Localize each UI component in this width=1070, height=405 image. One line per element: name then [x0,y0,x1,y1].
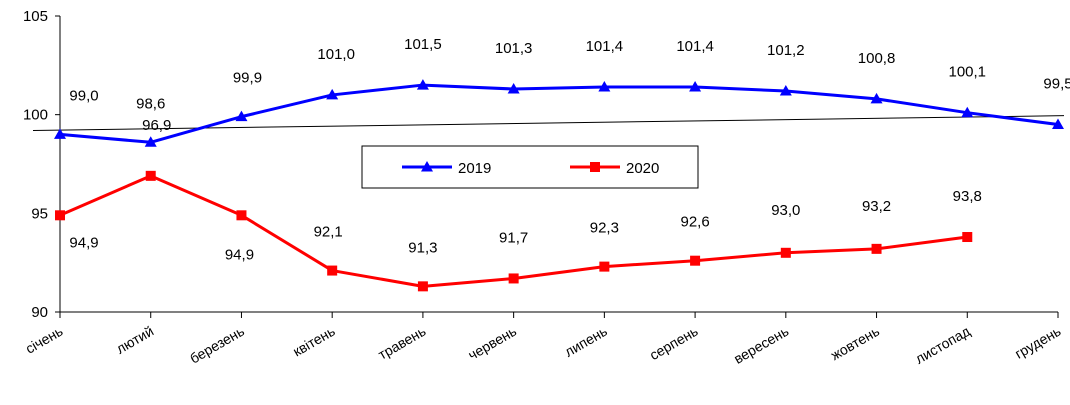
data-label-2019: 101,2 [767,42,805,59]
point-2019 [870,92,883,104]
data-labels-group: 99,0 98,6 99,9 101,0 101,5 101,3 101,4 101,4 101… [69,36,1070,263]
x-tick-label: жовтень [828,323,882,364]
data-label-2020: 92,1 [314,224,343,241]
data-label-2020: 92,3 [590,220,619,237]
point-2019 [779,84,792,96]
data-label-2019: 101,5 [404,36,442,53]
x-tick-label: березень [187,323,247,367]
series-group [54,79,1064,292]
y-tick-label: 90 [31,304,48,321]
data-label-2019: 101,4 [586,38,624,55]
data-label-2019: 99,5 [1043,76,1070,93]
point-2019 [235,110,248,122]
data-label-2020: 92,6 [680,214,709,231]
data-label-2020: 93,8 [953,188,982,205]
point-2019 [326,88,339,100]
trendline-group [32,115,1065,131]
x-tick-label: січень [23,323,66,357]
point-2019 [54,128,66,139]
x-tick-label: листопад [912,323,972,367]
x-tick-label: лютий [113,323,156,357]
legend-marker-2020 [590,162,600,172]
point-2020 [327,265,338,276]
legend-label-2020: 2020 [626,160,659,177]
point-2020 [508,273,519,284]
point-2019 [507,83,520,94]
y-tick-label: 95 [31,205,48,222]
data-label-2020: 93,0 [771,202,800,219]
point-2020 [599,261,610,272]
x-tick-label: липень [562,323,610,360]
series-2020 [55,170,973,292]
point-2019 [961,106,974,118]
legend-marker-2019 [421,161,433,172]
x-tick-label: серпень [647,323,701,363]
point-2020 [145,170,156,181]
point-2020 [236,210,247,221]
point-2020 [690,255,701,266]
data-label-2019: 99,0 [69,87,98,104]
trendline [32,115,1065,131]
data-label-2019: 100,1 [948,64,986,81]
data-label-2020: 94,9 [225,246,254,263]
x-tick-label: вересень [731,323,791,367]
point-2020 [780,247,791,258]
point-2019 [689,81,702,92]
point-2020 [55,210,65,221]
data-label-2020: 91,7 [499,229,528,246]
point-2019 [144,136,157,147]
series-2019 [54,79,1064,147]
point-2020 [417,281,428,292]
point-2019 [1052,118,1064,130]
x-tick-label: травень [375,323,428,363]
data-label-2019: 101,0 [317,46,355,63]
legend-label-2019: 2019 [458,160,491,177]
y-tick-label: 100 [23,107,48,124]
legend: 2019 2020 [361,145,699,189]
x-tick-label: червень [465,323,519,363]
data-label-2020: 91,3 [408,239,437,256]
x-tick-label: квітень [290,323,338,360]
data-label-2020: 93,2 [862,198,891,215]
y-tick-label: 105 [23,8,48,25]
point-2019 [416,79,429,90]
data-label-2019: 99,9 [233,70,262,87]
series-line-2019 [59,83,1059,144]
point-2019 [598,81,611,92]
x-tick-label: грудень [1012,323,1064,362]
data-label-2019: 101,3 [495,40,533,57]
data-label-2019: 98,6 [136,95,165,112]
point-2020 [871,243,882,254]
data-label-2019: 101,4 [676,38,714,55]
data-label-2020: 96,9 [142,117,171,134]
data-label-2019: 100,8 [858,50,896,67]
point-2020 [962,232,973,243]
data-label-2020: 94,9 [69,234,98,251]
